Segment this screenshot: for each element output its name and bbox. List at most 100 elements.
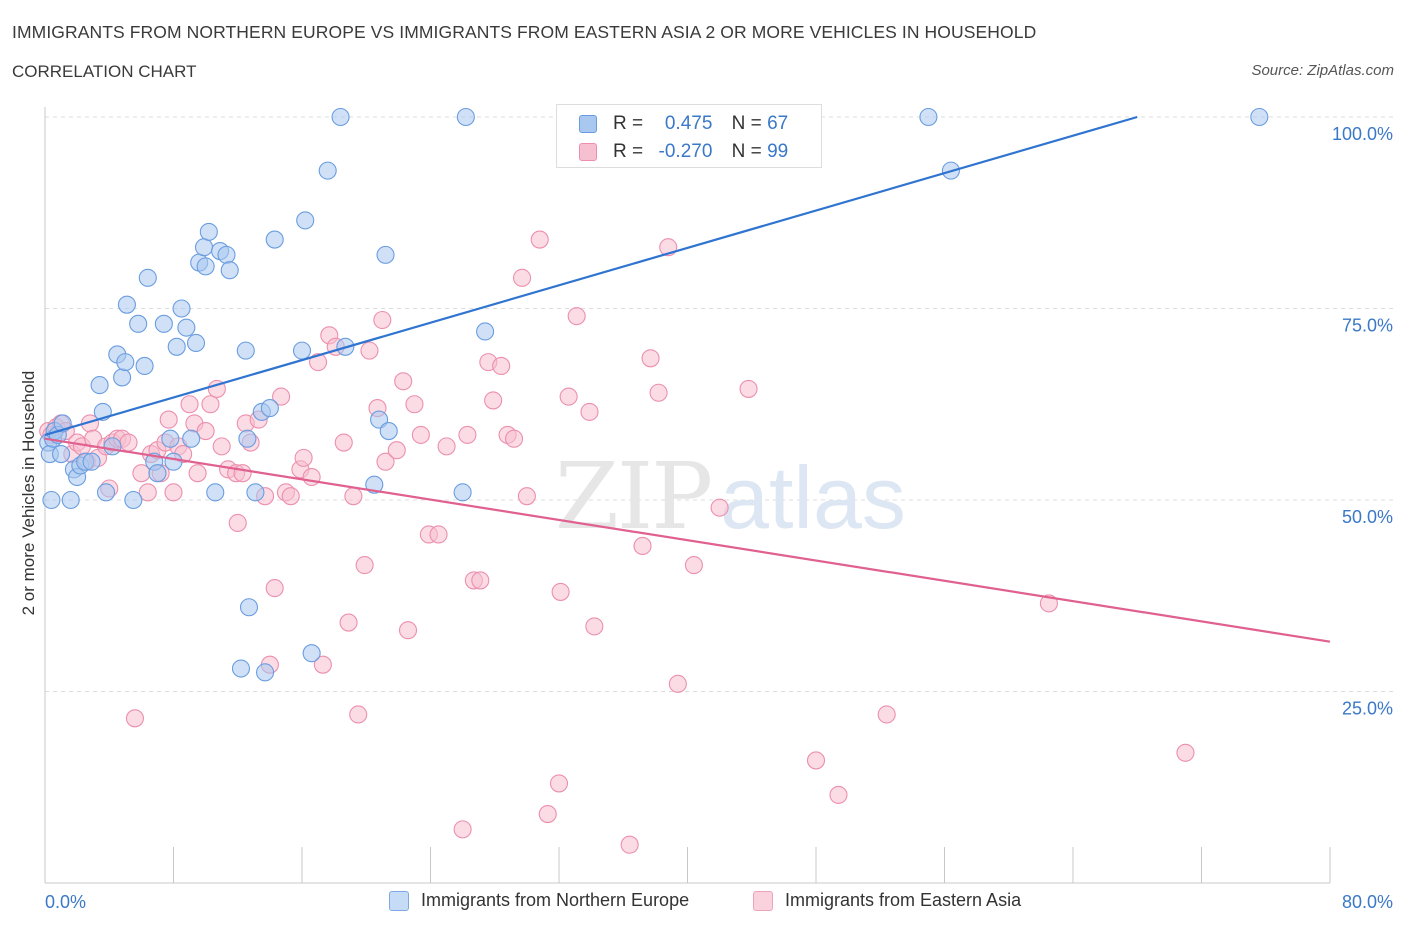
point-northern-europe	[246, 483, 265, 502]
point-eastern-asia	[437, 437, 456, 456]
legend-swatch-blue	[579, 115, 597, 133]
point-eastern-asia	[504, 429, 524, 448]
point-eastern-asia	[233, 464, 252, 483]
point-northern-europe	[61, 490, 80, 510]
point-northern-europe	[376, 245, 395, 264]
trendlines	[44, 115, 1331, 643]
point-northern-europe	[135, 356, 154, 376]
legend-swatch-pink	[579, 143, 597, 161]
point-northern-europe	[292, 341, 312, 360]
point-northern-europe	[919, 107, 938, 127]
series-name-northern-europe: Immigrants from Northern Europe	[421, 890, 690, 910]
watermark-zip: ZIP	[555, 443, 711, 550]
point-eastern-asia	[265, 579, 284, 598]
point-northern-europe	[194, 238, 214, 257]
chart-title: IMMIGRANTS FROM NORTHERN EUROPE VS IMMIG…	[12, 22, 1037, 42]
point-eastern-asia	[877, 705, 896, 724]
point-northern-europe	[236, 341, 255, 360]
point-eastern-asia	[471, 571, 490, 590]
x-tick-label: 0.0%	[45, 892, 86, 912]
point-eastern-asia	[513, 268, 532, 287]
point-eastern-asia	[201, 395, 220, 414]
point-eastern-asia	[580, 402, 599, 421]
point-eastern-asia	[360, 341, 379, 360]
axis-layer	[44, 107, 1331, 884]
point-eastern-asia	[492, 356, 511, 376]
point-northern-europe	[96, 483, 116, 502]
point-eastern-asia	[739, 379, 758, 398]
point-eastern-asia	[1039, 594, 1058, 613]
point-northern-europe	[456, 107, 475, 127]
point-eastern-asia	[125, 709, 144, 728]
legend-n-value-blue: 67	[767, 113, 789, 134]
point-northern-europe	[90, 376, 109, 395]
legend-n-label: N =	[731, 141, 762, 162]
legend-r-value-blue: 0.475	[664, 113, 713, 134]
point-northern-europe	[42, 490, 61, 510]
y-tick-label: 50.0%	[1342, 507, 1393, 527]
point-eastern-asia	[458, 425, 477, 444]
legend-n-value-pink: 99	[767, 141, 789, 162]
point-eastern-asia	[517, 487, 536, 506]
point-northern-europe	[206, 483, 225, 502]
point-eastern-asia	[585, 617, 604, 636]
point-eastern-asia	[484, 391, 503, 410]
legend-n-label: N =	[731, 113, 762, 134]
point-northern-europe	[52, 444, 71, 464]
y-tick-label: 100.0%	[1332, 124, 1393, 144]
point-eastern-asia	[668, 674, 687, 693]
point-northern-europe	[103, 437, 122, 456]
point-northern-europe	[220, 261, 239, 280]
y-tick-label: 25.0%	[1342, 699, 1393, 719]
point-eastern-asia	[684, 556, 703, 575]
point-northern-europe	[172, 299, 191, 318]
point-northern-europe	[124, 490, 143, 510]
point-northern-europe	[331, 107, 350, 127]
point-northern-europe	[154, 314, 173, 333]
point-northern-europe	[265, 230, 284, 249]
point-eastern-asia	[549, 774, 569, 793]
point-northern-europe	[365, 475, 384, 494]
x-tick-label: 80.0%	[1342, 892, 1393, 912]
point-eastern-asia	[567, 307, 586, 326]
point-northern-europe	[318, 161, 337, 180]
point-eastern-asia	[355, 556, 374, 575]
point-northern-europe	[1250, 107, 1269, 127]
point-eastern-asia	[212, 437, 231, 456]
point-northern-europe	[199, 222, 218, 241]
point-eastern-asia	[1176, 743, 1195, 762]
point-northern-europe	[148, 464, 167, 483]
watermark: ZIP atlas	[555, 443, 906, 550]
point-eastern-asia	[164, 483, 183, 502]
series-name-eastern-asia: Immigrants from Eastern Asia	[785, 890, 1022, 910]
source-credit: Source: ZipAtlas.com	[1251, 62, 1394, 79]
series-swatch-pink	[753, 891, 773, 911]
point-eastern-asia	[530, 230, 549, 249]
point-eastern-asia	[453, 820, 472, 839]
point-northern-europe	[186, 333, 206, 353]
point-eastern-asia	[649, 383, 668, 402]
point-northern-europe	[113, 368, 132, 387]
point-eastern-asia	[551, 582, 570, 601]
point-northern-europe	[164, 452, 183, 471]
point-eastern-asia	[373, 310, 392, 330]
point-eastern-asia	[196, 422, 215, 441]
point-northern-europe	[116, 353, 135, 372]
northern-europe-points	[39, 107, 1269, 682]
y-tick-label: 75.0%	[1342, 316, 1393, 336]
point-eastern-asia	[138, 483, 157, 502]
point-northern-europe	[177, 318, 196, 337]
point-eastern-asia	[538, 805, 557, 824]
point-northern-europe	[117, 295, 136, 314]
point-northern-europe	[231, 659, 251, 678]
point-eastern-asia	[710, 498, 729, 517]
point-eastern-asia	[429, 525, 448, 544]
legend-r-label: R =	[613, 141, 644, 162]
point-northern-europe	[476, 322, 495, 341]
point-eastern-asia	[272, 387, 291, 406]
point-northern-europe	[238, 429, 257, 448]
point-eastern-asia	[387, 441, 406, 460]
point-eastern-asia	[394, 372, 413, 391]
point-eastern-asia	[339, 613, 358, 632]
